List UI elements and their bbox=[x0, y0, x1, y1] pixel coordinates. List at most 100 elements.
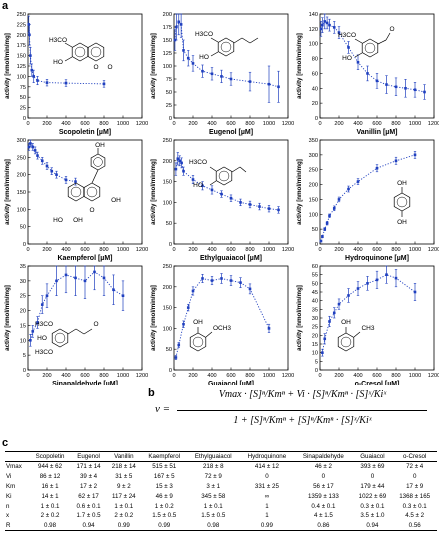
x-tick-label: 200 bbox=[188, 373, 197, 379]
x-axis-label: Hydroquinone [µM] bbox=[345, 255, 409, 262]
y-tick-label: 5 bbox=[315, 359, 318, 365]
rate-equation: v = Vmax · [S]ⁿ/Kmⁿ + Vi · [S]ⁿ/Kmⁿ · [S… bbox=[155, 385, 439, 440]
y-tick-label: 250 bbox=[163, 138, 172, 144]
table-cell: 4.5 ± 2 bbox=[405, 512, 425, 520]
benzene-ring bbox=[90, 153, 106, 171]
equation-denominator: 1 + [S]ⁿ/Kmⁿ + [S]ⁿ/Kmⁿ · [S]ˣ/Kiˣ bbox=[233, 415, 372, 426]
x-tick-label: 1000 bbox=[263, 247, 275, 253]
data-point bbox=[173, 38, 177, 42]
y-tick-label: 300 bbox=[17, 138, 26, 144]
y-tick-label: 200 bbox=[163, 12, 172, 18]
table-cell: 0.86 bbox=[294, 520, 353, 532]
x-tick-label: 400 bbox=[353, 247, 362, 253]
data-point bbox=[93, 270, 96, 274]
y-tick-label: 150 bbox=[309, 197, 318, 203]
y-tick-label: 20 bbox=[312, 333, 318, 339]
y-tick-label: 25 bbox=[20, 106, 26, 112]
aromatic-circle bbox=[364, 42, 376, 54]
x-tick-label: 0 bbox=[318, 247, 321, 253]
y-tick-label: 30 bbox=[20, 279, 26, 285]
column-header: Guaiacol bbox=[352, 451, 393, 462]
data-point bbox=[323, 337, 327, 341]
data-point bbox=[248, 80, 252, 83]
aromatic-circle bbox=[218, 170, 230, 182]
benzene-ring bbox=[393, 192, 411, 212]
y-tick-label: 100 bbox=[309, 212, 318, 218]
y-tick-label: 125 bbox=[163, 51, 172, 57]
bond bbox=[209, 180, 217, 186]
y-tick-label: 250 bbox=[163, 264, 172, 270]
y-tick-label: 40 bbox=[312, 86, 318, 92]
y-tick-label: 175 bbox=[17, 43, 26, 49]
x-tick-label: 800 bbox=[391, 121, 400, 127]
data-point bbox=[385, 83, 388, 86]
structure-label: H3CO bbox=[338, 32, 356, 39]
y-tick-label: 60 bbox=[312, 71, 318, 77]
data-point bbox=[366, 282, 369, 285]
data-point bbox=[229, 77, 233, 81]
aromatic-circle bbox=[70, 186, 82, 198]
y-tick-label: 175 bbox=[163, 25, 172, 31]
x-axis-label: Scopoletin [µM] bbox=[59, 129, 111, 136]
data-point bbox=[220, 192, 223, 196]
kinetics-charts: 0 200 400 600 800 1000 12000255075100125150175… bbox=[4, 12, 439, 385]
chart-sinapaldehyde: 0 200 400 600 800 1000 1200 0 5 10 15 20 25 30 35 Sinap… bbox=[4, 264, 148, 385]
data-point bbox=[394, 276, 398, 280]
benzene-ring bbox=[217, 37, 235, 57]
data-point bbox=[102, 82, 106, 86]
data-point bbox=[30, 68, 34, 72]
x-tick-label: 1000 bbox=[263, 121, 275, 127]
y-tick-label: 0 bbox=[23, 368, 26, 374]
data-point bbox=[325, 21, 329, 25]
y-tick-label: 100 bbox=[17, 74, 26, 80]
table-row: Vmax 944 ± 62 171 ± 14 218 ± 14 515 ± 51 218 … bbox=[5, 462, 437, 472]
y-tick-label: 60 bbox=[312, 264, 318, 270]
structure-label: HO bbox=[199, 54, 209, 61]
benzene-ring bbox=[87, 42, 105, 62]
x-tick-label: 400 bbox=[353, 121, 362, 127]
data-point bbox=[267, 82, 271, 86]
fit-curve bbox=[321, 274, 416, 353]
chart-vanillin: 0 200 400 600 800 1000 1200 0 20 40 60 80 100 120 140 V… bbox=[296, 12, 439, 136]
table-row: Km 16 ± 1 17 ± 2 9 ± 2 15 ± 3 3 ± 1 331 ± 25 56… bbox=[5, 482, 437, 492]
table-cell: 0 bbox=[370, 473, 375, 481]
data-point bbox=[64, 273, 68, 277]
data-point bbox=[347, 294, 350, 297]
data-point bbox=[356, 60, 360, 64]
structure-label: H3CO bbox=[35, 321, 53, 328]
x-tick-label: 1200 bbox=[282, 121, 294, 127]
x-tick-label: 400 bbox=[353, 373, 362, 379]
table-cell: 4 ± 1.5 bbox=[313, 512, 333, 520]
bond bbox=[354, 52, 363, 58]
y-tick-label: 200 bbox=[163, 159, 172, 165]
data-point bbox=[328, 23, 331, 27]
x-tick-label: 1000 bbox=[263, 373, 275, 379]
x-tick-label: 800 bbox=[245, 121, 254, 127]
y-tick-label: 50 bbox=[312, 227, 318, 233]
x-tick-label: 600 bbox=[372, 247, 381, 253]
y-tick-label: 50 bbox=[166, 90, 172, 96]
x-tick-label: 800 bbox=[391, 373, 400, 379]
y-tick-label: 0 bbox=[315, 368, 318, 374]
table-cell: 17 ± 9 bbox=[406, 482, 424, 490]
structure-label: OH bbox=[397, 180, 407, 187]
data-point bbox=[64, 81, 68, 85]
x-tick-label: 1200 bbox=[282, 373, 294, 379]
x-tick-label: 0 bbox=[318, 121, 321, 127]
y-tick-label: 20 bbox=[312, 101, 318, 107]
table-cell: 1022 ± 69 bbox=[358, 492, 387, 500]
table-row: Ki 14 ± 1 62 ± 17 117 ± 24 46 ± 9 345 ± 58 ∞ 13… bbox=[5, 491, 437, 501]
table-cell: 1359 ± 133 bbox=[307, 492, 339, 500]
table-cell: 0.94 bbox=[70, 520, 107, 532]
table-cell: 56 ± 17 bbox=[313, 482, 334, 490]
table-cell: 1 bbox=[265, 512, 269, 520]
data-point bbox=[201, 69, 204, 73]
y-tick-label: 10 bbox=[312, 351, 318, 357]
y-tick-label: 200 bbox=[163, 285, 172, 291]
bond bbox=[64, 42, 73, 48]
y-axis-label: activity [nmol/min/mg] bbox=[150, 285, 157, 351]
table-cell: 62 ± 17 bbox=[78, 492, 99, 500]
data-point bbox=[332, 311, 336, 315]
data-point bbox=[210, 188, 214, 192]
x-tick-label: 1200 bbox=[428, 121, 439, 127]
